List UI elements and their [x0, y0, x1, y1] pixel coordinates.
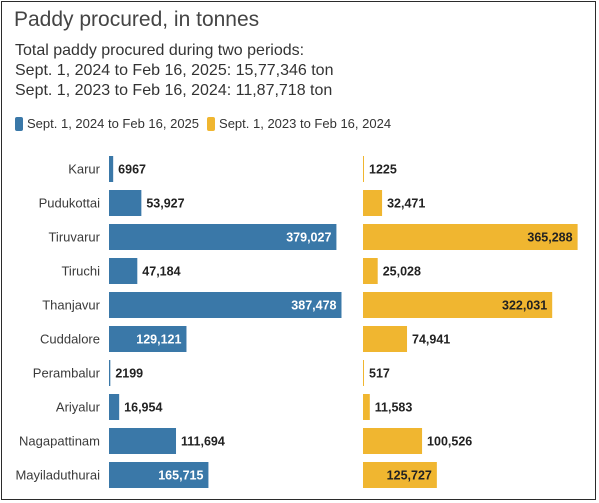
legend-swatch-series-1: [15, 116, 23, 131]
value-label-series-1-3: 47,184: [142, 265, 180, 279]
subtitle-line-1: Total paddy procured during two periods:: [15, 42, 305, 59]
bar-series-2-6: [363, 360, 364, 386]
bar-series-1-1: [109, 190, 142, 216]
value-label-series-1-9: 165,715: [158, 469, 203, 483]
category-label-0: Karur: [68, 162, 100, 177]
bar-series-2-4: [363, 292, 553, 318]
value-label-series-2-5: 74,941: [412, 333, 450, 347]
bar-series-2-2: [363, 224, 578, 250]
category-label-3: Tiruchi: [61, 264, 100, 279]
value-label-series-1-5: 129,121: [136, 333, 181, 347]
chart-title: Paddy procured, in tonnes: [14, 8, 260, 31]
legend-item-series-1: Sept. 1, 2024 to Feb 16, 2025: [15, 116, 199, 131]
value-label-series-1-7: 16,954: [124, 401, 162, 415]
value-label-series-1-6: 2199: [115, 367, 143, 381]
category-label-4: Thanjavur: [42, 298, 100, 313]
legend: Sept. 1, 2024 to Feb 16, 2025 Sept. 1, 2…: [15, 116, 399, 131]
value-label-series-1-0: 6967: [118, 163, 146, 177]
value-label-series-1-1: 53,927: [146, 197, 184, 211]
legend-item-series-2: Sept. 1, 2023 to Feb 16, 2024: [207, 116, 391, 131]
bar-series-1-2: [109, 224, 337, 250]
bar-series-2-8: [363, 428, 423, 454]
value-label-series-2-8: 100,526: [427, 435, 472, 449]
bar-series-1-4: [109, 292, 342, 318]
bar-series-1-8: [109, 428, 177, 454]
bar-series-1-3: [109, 258, 138, 284]
category-label-1: Pudukottai: [39, 196, 101, 211]
subtitle-line-3: Sept. 1, 2023 to Feb 16, 2024: 11,87,718…: [15, 82, 333, 99]
bar-series-2-7: [363, 394, 370, 420]
legend-swatch-series-2: [207, 116, 216, 131]
bar-series-1-0: [109, 156, 114, 182]
category-label-9: Mayiladuthurai: [15, 468, 100, 483]
bar-series-2-5: [363, 326, 408, 352]
value-label-series-2-7: 11,583: [375, 401, 413, 415]
value-label-series-2-9: 125,727: [387, 469, 432, 483]
bar-series-1-9: [109, 462, 209, 488]
category-label-6: Perambalur: [33, 366, 101, 381]
value-label-series-1-4: 387,478: [291, 299, 336, 313]
value-label-series-2-3: 25,028: [383, 265, 421, 279]
value-label-series-2-4: 322,031: [502, 299, 547, 313]
value-label-series-1-2: 379,027: [286, 231, 331, 245]
bar-series-1-6: [109, 360, 111, 386]
bar-series-1-7: [109, 394, 120, 420]
category-label-2: Tiruvarur: [48, 230, 100, 245]
value-label-series-2-0: 1225: [369, 163, 397, 177]
legend-label-series-2: Sept. 1, 2023 to Feb 16, 2024: [219, 116, 392, 131]
bar-series-2-0: [363, 156, 364, 182]
bar-series-2-3: [363, 258, 378, 284]
bar-series-2-1: [363, 190, 383, 216]
category-label-7: Ariyalur: [56, 400, 101, 415]
legend-label-series-1: Sept. 1, 2024 to Feb 16, 2025: [27, 116, 200, 131]
subtitle-line-2: Sept. 1, 2024 to Feb 16, 2025: 15,77,346…: [15, 62, 334, 79]
value-label-series-2-2: 365,288: [527, 231, 572, 245]
bar-series-1-5: [109, 326, 187, 352]
bar-series-2-9: [363, 462, 437, 488]
value-label-series-2-6: 517: [369, 367, 390, 381]
category-label-8: Nagapattinam: [19, 434, 100, 449]
value-label-series-1-8: 111,694: [181, 435, 225, 449]
category-label-5: Cuddalore: [40, 332, 100, 347]
value-label-series-2-1: 32,471: [387, 197, 425, 211]
